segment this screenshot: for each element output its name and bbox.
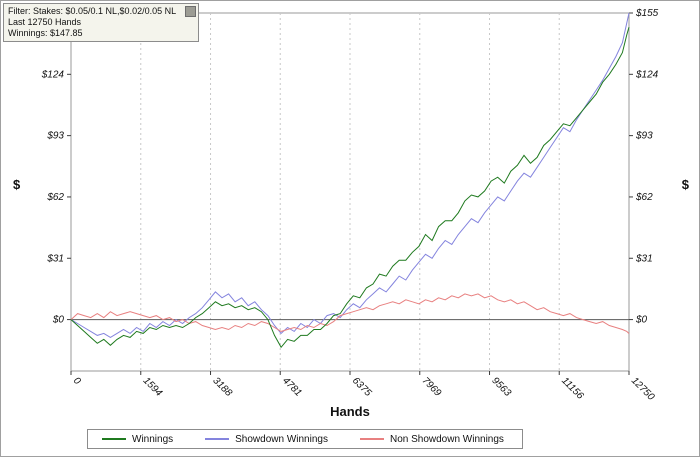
legend-label-non-showdown-winnings: Non Showdown Winnings <box>389 433 504 445</box>
y-axis-title-left: $ <box>13 177 21 192</box>
x-tick-label: 3188 <box>210 375 234 399</box>
y-tick-label-left: $62 <box>46 192 64 203</box>
filter-info-box: Filter: Stakes: $0.05/0.1 NL,$0.02/0.05 … <box>3 3 199 42</box>
x-tick-label: 6375 <box>350 375 374 399</box>
y-tick-label-right: $0 <box>635 315 648 326</box>
legend: Winnings Showdown Winnings Non Showdown … <box>87 429 523 449</box>
x-tick-label: 0 <box>71 375 83 387</box>
series-line-non-showdown-winnings <box>70 293 630 335</box>
non-showdown-winnings-line-sample-icon <box>359 438 384 440</box>
legend-label-winnings: Winnings <box>132 433 174 445</box>
y-tick-label-right: $93 <box>635 131 653 142</box>
legend-item-winnings: Winnings <box>102 434 173 445</box>
series-line-showdown-winnings <box>70 12 630 338</box>
plot-frame <box>70 12 630 372</box>
x-tick-label: 4781 <box>280 375 304 399</box>
hands-line: Last 12750 Hands <box>8 17 82 27</box>
y-axis-title-right: $ <box>681 177 689 192</box>
legend-item-showdown-winnings: Showdown Winnings <box>205 434 328 445</box>
info-box-handle[interactable] <box>185 6 196 17</box>
showdown-winnings-line-sample-icon <box>205 438 230 440</box>
series-line-winnings <box>70 26 630 349</box>
x-tick-label: 12750 <box>629 375 657 403</box>
x-tick-label: 11156 <box>559 375 586 402</box>
winnings-line-sample-icon <box>102 438 126 440</box>
y-tick-label-right: $124 <box>635 69 659 80</box>
x-axis-title: Hands <box>330 404 370 419</box>
y-tick-label-left: $0 <box>52 315 65 326</box>
y-tick-label-right: $155 <box>635 8 659 19</box>
filter-line: Filter: Stakes: $0.05/0.1 NL,$0.02/0.05 … <box>8 6 177 16</box>
legend-label-showdown-winnings: Showdown Winnings <box>235 433 328 445</box>
y-tick-label-left: $31 <box>46 253 64 264</box>
x-tick-label: 9563 <box>489 375 513 399</box>
x-tick-label: 7969 <box>420 375 444 399</box>
chart-plot: 0 1594 3188 4781 6375 7969 9563 11156 12750 $0 $0 $… <box>41 8 659 403</box>
y-tick-label-left: $93 <box>46 131 64 142</box>
y-tick-label-right: $31 <box>635 253 653 264</box>
y-tick-label-left: $124 <box>41 69 65 80</box>
winnings-line: Winnings: $147.85 <box>8 28 83 38</box>
y-tick-label-right: $62 <box>635 192 653 203</box>
legend-item-non-showdown-winnings: Non Showdown Winnings <box>359 433 504 445</box>
x-tick-label: 1594 <box>141 375 165 399</box>
